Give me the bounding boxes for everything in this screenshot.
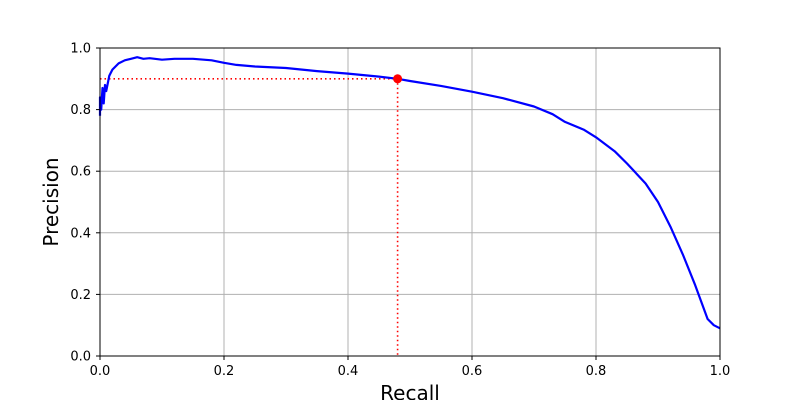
x-tick-label: 0.8 — [586, 364, 607, 379]
x-tick-label: 0.2 — [214, 364, 235, 379]
x-tick-label: 0.0 — [90, 364, 111, 379]
y-tick-label: 1.0 — [70, 42, 91, 57]
series-layer — [98, 56, 721, 330]
precision-recall-curve — [98, 56, 721, 330]
y-tick-label: 0.0 — [70, 350, 91, 365]
y-tick-label: 0.2 — [70, 288, 91, 303]
y-tick-label: 0.4 — [70, 226, 91, 241]
plot-frame — [99, 47, 721, 357]
threshold-point — [393, 74, 403, 84]
x-tick-label: 1.0 — [710, 364, 731, 379]
threshold-annotation — [100, 78, 399, 356]
axis-ticks: 0.0 0.2 0.4 0.6 0.8 1.0 0.0 0.2 0.4 0.6 0.8 1.0 — [70, 42, 730, 380]
y-axis-label: Precision — [39, 157, 63, 246]
x-tick-label: 0.6 — [462, 364, 483, 379]
x-tick-label: 0.4 — [338, 364, 359, 379]
y-tick-label: 0.6 — [70, 165, 91, 180]
x-axis-label: Recall — [380, 381, 440, 400]
y-tick-label: 0.8 — [70, 103, 91, 118]
